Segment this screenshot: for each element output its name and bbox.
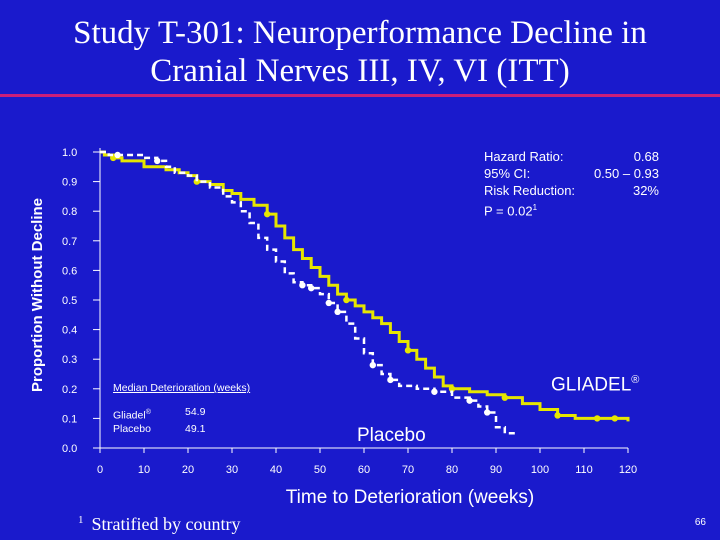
median-header: Median Deterioration (weeks): [113, 382, 251, 394]
slide-title: Study T-301: Neuroperformance Decline in…: [0, 14, 720, 90]
page-number: 66: [694, 517, 706, 528]
censored-mark-placebo: [114, 151, 121, 159]
hazard-ratio-label: Hazard Ratio:: [484, 149, 564, 164]
x-tick-label: 120: [619, 464, 637, 476]
y-axis-label: Proportion Without Decline: [29, 198, 46, 392]
censored-mark-placebo: [299, 282, 306, 289]
y-tick-label: 0.3: [62, 354, 77, 366]
y-tick-label: 1.0: [62, 147, 77, 159]
censored-mark-gliadel: [343, 296, 350, 304]
y-tick-label: 0.8: [62, 206, 77, 218]
risk-reduction-row: Risk Reduction: 32%: [484, 182, 659, 199]
x-tick-label: 40: [270, 464, 282, 476]
x-tick-label: 110: [575, 464, 593, 476]
median-value-gliadel: 54.9: [185, 406, 206, 418]
gliadel-registered-mark: ®: [631, 374, 640, 386]
x-tick-label: 20: [182, 464, 194, 476]
footnote-text: Stratified by country: [91, 514, 241, 534]
censored-mark-gliadel: [501, 394, 508, 401]
km-curve-gliadel: [100, 150, 630, 422]
median-row-gliadel: Gliadel® 54.9: [113, 406, 293, 423]
censored-mark-placebo: [484, 409, 491, 416]
x-tick-label: 50: [314, 464, 326, 476]
median-name-placebo: Placebo: [113, 422, 151, 435]
censored-mark-placebo: [387, 376, 394, 384]
y-tick-label: 0.5: [62, 295, 77, 307]
y-tick-label: 0.9: [62, 177, 77, 189]
y-tick-label: 0.4: [62, 325, 77, 337]
median-row-placebo: Placebo 49.1: [113, 423, 293, 436]
censored-mark-gliadel: [264, 210, 271, 218]
x-tick-label: 100: [531, 464, 549, 476]
p-value-row: P = 0.021: [484, 199, 659, 219]
censored-mark-placebo: [325, 299, 332, 307]
median-value-placebo: 49.1: [185, 422, 206, 435]
placebo-curve-label: Placebo: [357, 425, 426, 446]
x-tick-label: 0: [97, 464, 103, 476]
p-value-footnote-mark: 1: [532, 203, 538, 212]
x-tick-label: 60: [358, 464, 370, 476]
p-value: P = 0.02: [484, 203, 533, 219]
footnote: 1 Stratified by country: [78, 514, 240, 535]
x-axis-label: Time to Deterioration (weeks): [286, 487, 534, 508]
median-deterioration-box: Median Deterioration (weeks) Gliadel® 54…: [113, 382, 293, 436]
x-tick-label: 80: [446, 464, 458, 476]
censored-mark-placebo: [308, 284, 315, 292]
censored-mark-placebo: [466, 397, 473, 404]
censored-mark-gliadel: [554, 412, 561, 419]
y-tick-label: 0.0: [62, 443, 77, 455]
median-name-gliadel: Gliadel: [113, 409, 146, 422]
registered-mark: ®: [145, 409, 151, 416]
x-tick-label: 70: [402, 464, 414, 476]
risk-reduction-label: Risk Reduction:: [484, 183, 576, 198]
gliadel-label-text: GLIADEL: [551, 374, 632, 396]
hazard-ratio-value: 0.68: [633, 149, 659, 164]
series-layer: [100, 150, 630, 435]
x-tick-label: 90: [490, 464, 502, 476]
title-line-1: Study T-301: Neuroperformance Decline in: [73, 15, 647, 51]
censored-mark-placebo: [334, 308, 341, 316]
x-tick-label: 10: [138, 464, 150, 476]
ci-value: 0.50 – 0.93: [593, 166, 659, 181]
ci-row: 95% CI: 0.50 – 0.93: [484, 165, 659, 182]
risk-reduction-value: 32%: [632, 183, 659, 198]
title-line-2: Cranial Nerves III, IV, VI (ITT): [150, 53, 570, 89]
y-tick-label: 0.7: [62, 236, 77, 248]
series-gliadel: [100, 150, 630, 422]
censored-mark-gliadel: [448, 385, 456, 392]
hazard-ratio-row: Hazard Ratio: 0.68: [484, 148, 659, 165]
censored-mark-placebo: [431, 388, 438, 395]
censored-mark-placebo: [154, 157, 161, 165]
title-divider: [0, 94, 720, 97]
y-tick-label: 0.6: [62, 265, 77, 277]
censored-mark-gliadel: [193, 178, 200, 185]
ci-label: 95% CI:: [484, 166, 531, 181]
censored-mark-gliadel: [594, 415, 601, 422]
y-tick-label: 0.2: [62, 384, 77, 396]
footnote-mark: 1: [78, 514, 84, 526]
axes: 0.0 0.1 0.2 0.3 0.4 0.5 0.6 0.7 0.8 0.9 1.0 0 10 20 30…: [62, 147, 637, 476]
censored-mark-placebo: [369, 361, 376, 369]
gliadel-curve-label: GLIADEL®: [551, 374, 639, 396]
x-tick-label: 30: [226, 464, 238, 476]
y-tick-label: 0.1: [62, 413, 77, 425]
series-placebo: [100, 150, 518, 435]
censored-mark-gliadel: [404, 347, 412, 354]
statistics-box: Hazard Ratio: 0.68 95% CI: 0.50 – 0.93 R…: [484, 148, 659, 219]
censored-mark-gliadel: [611, 415, 618, 422]
